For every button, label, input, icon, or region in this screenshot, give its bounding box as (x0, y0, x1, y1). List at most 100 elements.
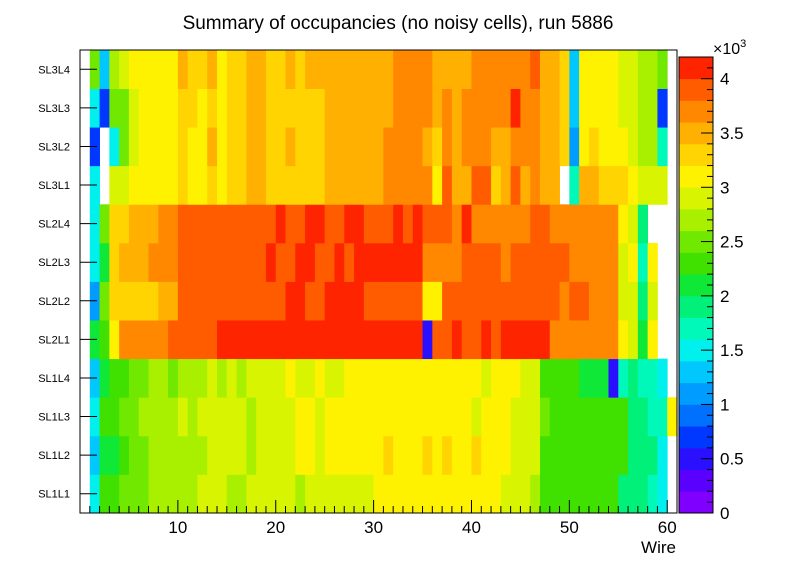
heatmap-cell (647, 165, 658, 205)
heatmap-cell (442, 435, 453, 475)
heatmap-cell (539, 165, 551, 205)
heatmap-cell (99, 281, 110, 321)
heatmap-cell (363, 204, 375, 244)
heatmap-cell (432, 165, 443, 205)
heatmap-cell (246, 320, 257, 360)
heatmap-cell (305, 204, 316, 244)
heatmap-cell (569, 204, 580, 244)
heatmap-cell (373, 242, 384, 282)
heatmap-cell (579, 474, 590, 514)
heatmap-cell (412, 88, 423, 128)
heatmap-cell (275, 127, 286, 167)
heatmap-cell (471, 50, 482, 89)
heatmap-cell (412, 165, 423, 205)
heatmap-cell (647, 320, 658, 360)
heatmap-cell (295, 127, 306, 167)
heatmap-cell (207, 320, 218, 360)
heatmap-cell (598, 88, 609, 128)
heatmap-cell (432, 281, 443, 321)
heatmap-cell (373, 435, 384, 475)
heatmap-cell (598, 435, 609, 475)
heatmap-cell (344, 88, 355, 128)
y-tick-label: SL1L1 (38, 489, 70, 501)
heatmap-cell (344, 281, 355, 321)
heatmap-cell (285, 242, 296, 282)
heatmap-cell (226, 435, 237, 475)
heatmap-cell (579, 242, 590, 282)
heatmap-cell (549, 165, 560, 205)
heatmap-cell (256, 88, 267, 128)
colorbar-band (679, 317, 713, 340)
heatmap-cell (119, 281, 130, 321)
heatmap-cell (412, 50, 423, 89)
heatmap-cell (344, 127, 355, 167)
y-tick-label: SL1L3 (38, 412, 70, 424)
heatmap-cell (549, 474, 560, 514)
heatmap-cell (549, 358, 560, 398)
heatmap-cell (128, 358, 140, 398)
heatmap-cell (265, 474, 277, 514)
heatmap-cell (197, 50, 208, 89)
heatmap-cell (520, 435, 531, 475)
heatmap-cell (559, 204, 570, 244)
heatmap-cell (128, 281, 140, 321)
heatmap-cell (217, 281, 228, 321)
heatmap-cell (246, 165, 257, 205)
heatmap-cell (119, 474, 130, 514)
heatmap-cell (637, 50, 649, 89)
heatmap-cell (344, 320, 355, 360)
heatmap-cell (314, 88, 326, 128)
heatmap-cell (520, 397, 531, 437)
heatmap-cell (305, 242, 316, 282)
heatmap-cell (539, 242, 551, 282)
heatmap-cell (295, 50, 306, 89)
heatmap-cell (275, 358, 286, 398)
heatmap-cell (246, 204, 257, 244)
heatmap-cell (148, 397, 159, 437)
heatmap-cell (334, 281, 345, 321)
heatmap-cell (363, 127, 375, 167)
heatmap-cell (628, 474, 639, 514)
heatmap-cell (344, 165, 355, 205)
heatmap-cell (109, 127, 120, 167)
heatmap-cell (285, 358, 296, 398)
heatmap-cell (138, 435, 149, 475)
heatmap-cell (305, 320, 316, 360)
heatmap-cell (637, 242, 649, 282)
x-tick-label: 50 (560, 518, 579, 537)
heatmap-cell (334, 358, 345, 398)
heatmap-cell (539, 435, 551, 475)
heatmap-cell (451, 165, 463, 205)
heatmap-cell (99, 88, 110, 128)
heatmap-cell (109, 435, 120, 475)
heatmap-cell (305, 50, 316, 89)
heatmap-cell (422, 397, 433, 437)
heatmap-cell (324, 435, 335, 475)
heatmap-cell (628, 358, 639, 398)
heatmap-cell (295, 88, 306, 128)
heatmap-cell (569, 358, 580, 398)
heatmap-cell (354, 281, 365, 321)
heatmap-cell (275, 88, 286, 128)
heatmap-cell (226, 474, 237, 514)
heatmap-cell (207, 474, 218, 514)
heatmap-cell (510, 88, 521, 128)
heatmap-cell (138, 127, 149, 167)
heatmap-cell (285, 320, 296, 360)
heatmap-cell (168, 127, 179, 167)
heatmap-cell (177, 165, 189, 205)
heatmap-cell (520, 165, 531, 205)
heatmap-cell (236, 397, 247, 437)
heatmap-cell (148, 474, 159, 514)
heatmap-cell (402, 242, 414, 282)
heatmap-cell (500, 242, 512, 282)
heatmap-cell (344, 435, 355, 475)
heatmap-cell (128, 397, 140, 437)
heatmap-cell (158, 127, 169, 167)
heatmap-cell (618, 204, 629, 244)
heatmap-cell (461, 320, 472, 360)
heatmap-cell (471, 435, 482, 475)
heatmap-cell (628, 127, 639, 167)
heatmap-cell (285, 127, 296, 167)
heatmap-cell (187, 474, 198, 514)
